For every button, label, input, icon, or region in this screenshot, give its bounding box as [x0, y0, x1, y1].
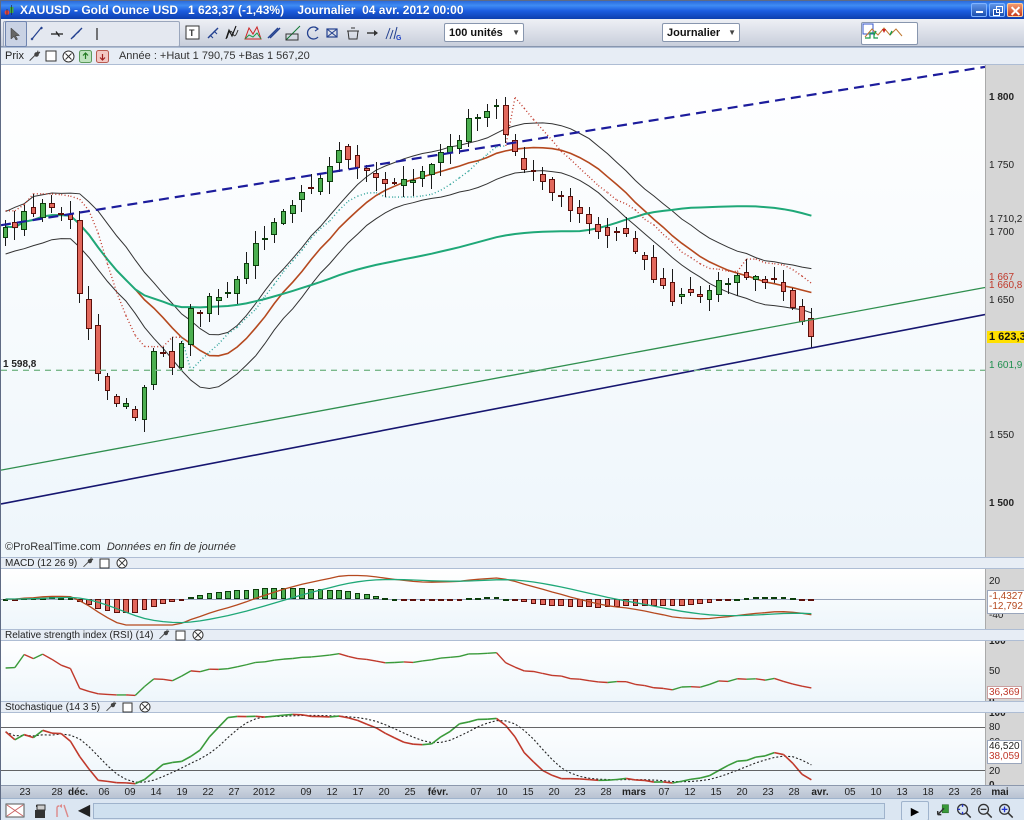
svg-text:G: G — [396, 35, 402, 41]
svg-text:T: T — [189, 28, 195, 38]
